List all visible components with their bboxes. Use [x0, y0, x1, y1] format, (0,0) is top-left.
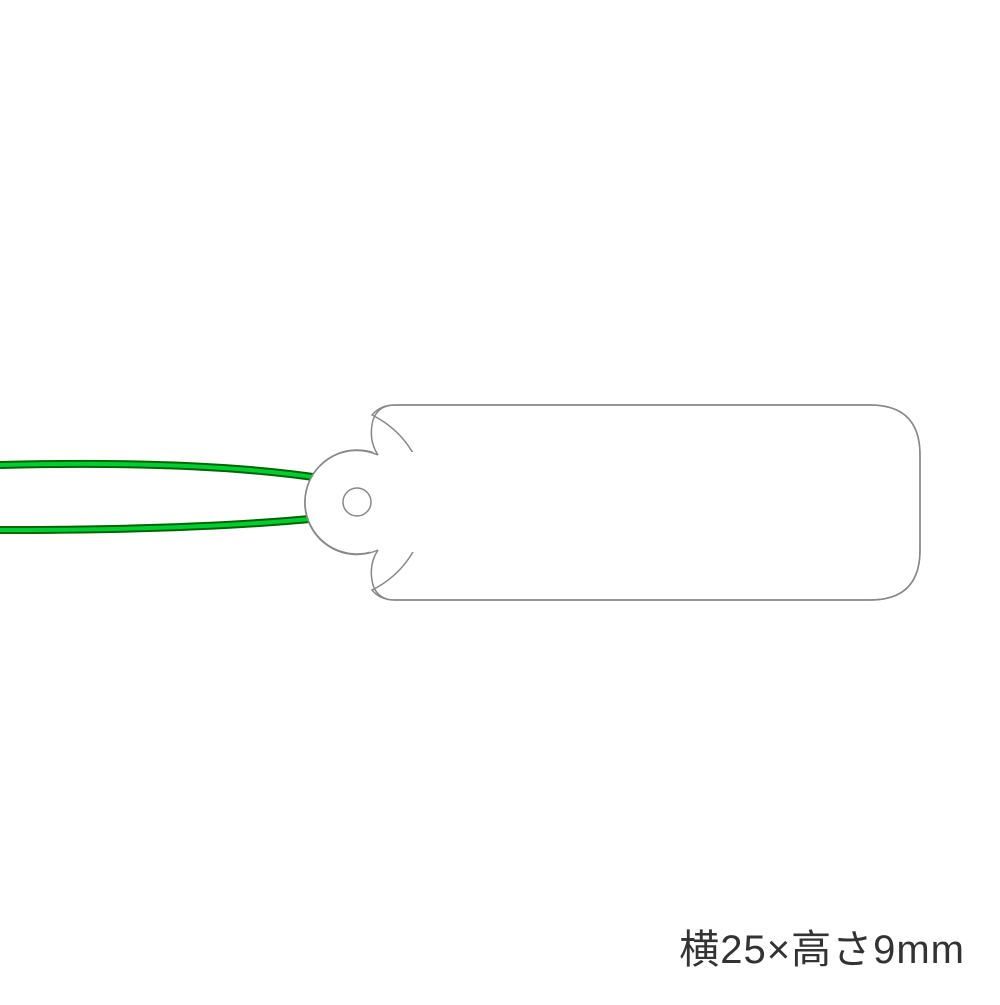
string-upper-outer [0, 464, 357, 502]
tag-body [305, 405, 920, 600]
tag-svg [0, 0, 1000, 1000]
tag-string [0, 464, 357, 530]
dimension-text: 横25×高さ9mm [679, 917, 965, 975]
tag-hole [343, 488, 371, 516]
tag-main-body [372, 405, 920, 600]
tag-diagram: 横25×高さ9mm [0, 0, 1000, 1000]
tag-merge-fill [370, 452, 430, 552]
